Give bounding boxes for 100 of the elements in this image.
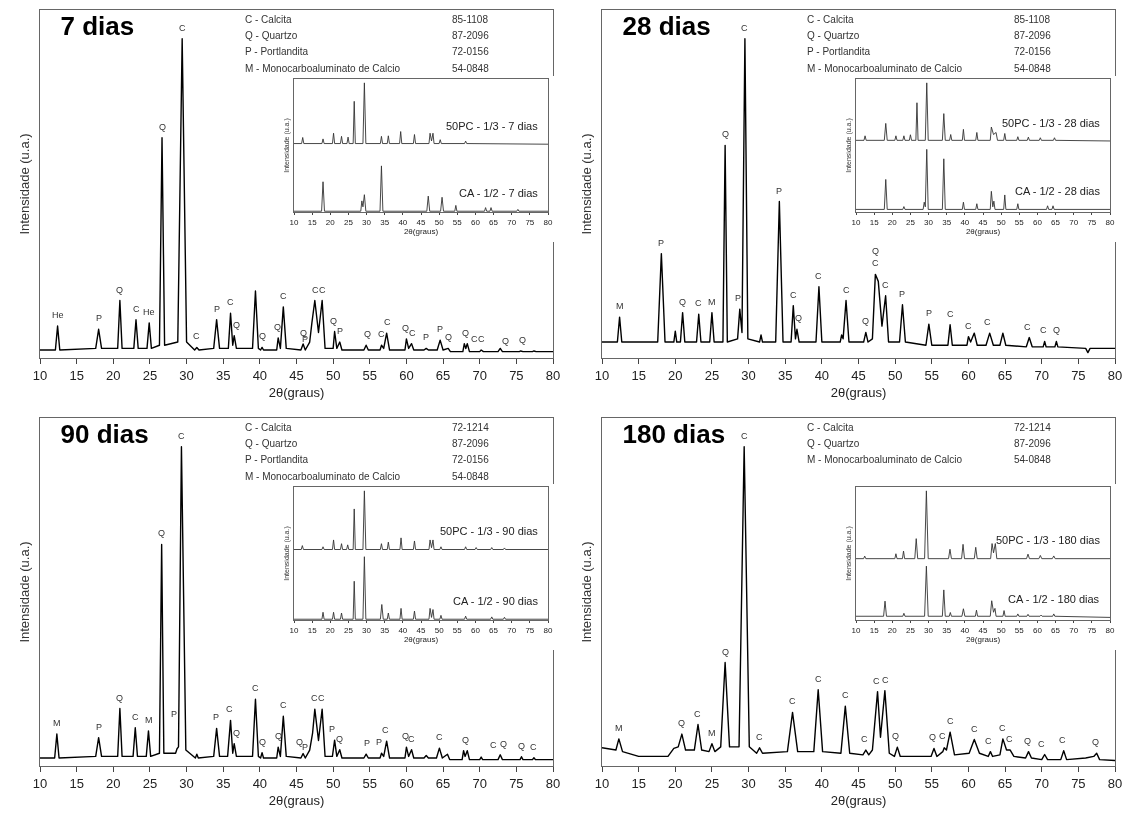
- x-tick-label: 45: [978, 217, 988, 227]
- annotation: Q: [233, 320, 241, 330]
- annotation: Q: [795, 313, 803, 323]
- series-label: 50PC - 1/3 - 90 dias: [440, 525, 539, 537]
- text: C - Calcita: [245, 422, 293, 433]
- x-tick-label: 55: [362, 367, 378, 383]
- annotation: 87-2096: [1014, 30, 1052, 41]
- annotation: P: [214, 304, 221, 314]
- annotation: He: [143, 307, 155, 317]
- annotation: C: [312, 285, 319, 295]
- annotation: C: [999, 723, 1006, 733]
- x-tick-label: 50: [434, 625, 445, 635]
- annotation: C: [280, 700, 287, 710]
- x-tick-label: 70: [1034, 367, 1049, 383]
- x-tick-label: 10: [851, 625, 861, 635]
- annotation: 87-2096: [1014, 438, 1052, 449]
- annotation: 54-0848: [452, 471, 490, 482]
- annotation: Q: [274, 322, 282, 332]
- x-tick-label: 25: [142, 775, 158, 791]
- chart-title: 180 dias: [622, 419, 726, 450]
- x-tick-label: 10: [289, 217, 299, 227]
- annotation: C: [815, 674, 822, 684]
- annotation: Q: [116, 693, 124, 703]
- annotation: C: [178, 431, 185, 441]
- annotation: C: [965, 321, 972, 331]
- annotation: Q: [159, 122, 167, 132]
- annotation: C: [882, 675, 889, 685]
- annotation: P: [376, 737, 383, 747]
- text: C - Calcita: [807, 14, 855, 25]
- annotation: P: [213, 712, 220, 722]
- x-tick-label: 70: [1069, 625, 1079, 635]
- annotation: C: [695, 298, 702, 308]
- annotation: C: [384, 317, 391, 327]
- annotation: P: [171, 709, 178, 719]
- annotation: C: [756, 732, 763, 742]
- series-label: 50PC - 1/3 - 7 dias: [446, 120, 539, 132]
- x-tick-label: 60: [470, 217, 481, 227]
- annotation: Q: [296, 737, 304, 747]
- annotation: 54-0848: [452, 63, 490, 74]
- x-tick-label: 80: [543, 625, 553, 635]
- series-label: CA - 1/2 - 7 dias: [459, 187, 539, 199]
- annotation: M: [708, 728, 716, 738]
- x-tick-label: 55: [362, 775, 378, 791]
- annotation: Q: [1024, 736, 1032, 746]
- annotation: M - Monocarboaluminato de Calcio: [807, 63, 963, 74]
- annotation: Q: [862, 316, 870, 326]
- x-tick-label: 80: [543, 217, 553, 227]
- annotation: C: [861, 734, 868, 744]
- x-tick-label: 10: [32, 775, 48, 791]
- annotation: C: [1038, 739, 1045, 749]
- annotation: P: [926, 308, 933, 318]
- text: 85-1108: [1014, 14, 1051, 25]
- x-tick-label: 75: [1087, 217, 1097, 227]
- x-tick-label: 20: [106, 367, 121, 383]
- x-tick-label: 25: [905, 217, 916, 227]
- annotation: Q: [500, 739, 508, 749]
- x-tick-label: 15: [631, 775, 646, 791]
- x-tick-label: 60: [470, 625, 481, 635]
- annotation: P: [658, 238, 665, 248]
- x-tick-label: 30: [741, 367, 756, 383]
- annotation: Q: [445, 332, 453, 342]
- annotation: Q: [722, 647, 730, 657]
- x-tick-label: 50: [996, 217, 1007, 227]
- x-tick-label: 40: [960, 625, 970, 635]
- x-tick-label: 80: [545, 367, 561, 383]
- annotation: 72-0156: [452, 46, 490, 57]
- annotation: C: [741, 23, 748, 33]
- x-tick-label: 30: [924, 625, 934, 635]
- x-tick-label: 80: [1105, 217, 1115, 227]
- annotation: C: [382, 725, 389, 735]
- annotation: M: [53, 718, 61, 728]
- annotation: C: [226, 704, 233, 714]
- annotation: P: [776, 186, 783, 196]
- text: C - Calcita: [807, 422, 855, 433]
- annotation: P: [437, 324, 444, 334]
- annotation: Q: [336, 734, 344, 744]
- x-tick-label: 10: [851, 217, 861, 227]
- annotation: C: [947, 716, 954, 726]
- x-tick-label: 45: [978, 625, 988, 635]
- annotation: C: [193, 331, 200, 341]
- annotation: Q - Quartzo: [807, 438, 860, 449]
- annotation: C: [815, 271, 822, 281]
- x-tick-label: 75: [525, 217, 535, 227]
- x-tick-label: 15: [307, 625, 318, 635]
- x-tick-label: 40: [398, 625, 408, 635]
- annotation: C: [872, 258, 879, 268]
- x-tick-label: 60: [961, 367, 976, 383]
- annotation: C: [984, 317, 991, 327]
- x-tick-label: 15: [69, 775, 84, 791]
- annotation: Q - Quartzo: [807, 30, 860, 41]
- x-axis-title: 2θ(graus): [403, 226, 439, 236]
- annotation: P - Portlandita: [245, 454, 309, 465]
- y-axis-title: Intensidade (u.a.): [578, 133, 594, 235]
- annotation: C: [408, 734, 415, 744]
- annotation: Q - Quartzo: [245, 30, 298, 41]
- annotation: P: [423, 332, 430, 342]
- x-tick-label: 55: [1014, 217, 1025, 227]
- annotation: C: [939, 731, 946, 741]
- x-axis-title: 2θ(graus): [268, 793, 325, 809]
- annotation: Q: [259, 331, 267, 341]
